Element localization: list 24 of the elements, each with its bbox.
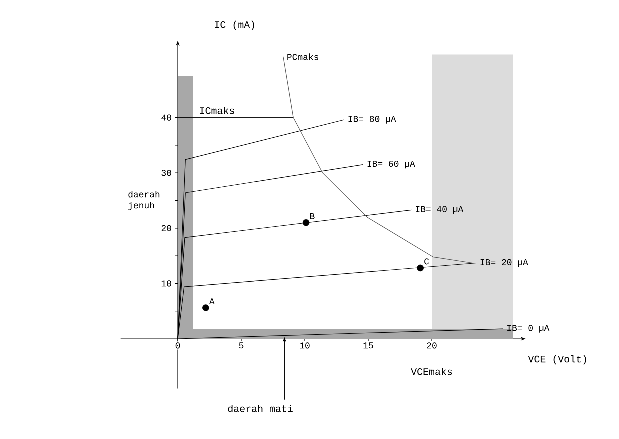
series-label: IB= 20 µA [480, 259, 528, 268]
series-label: B [310, 213, 315, 220]
ref-line-label: ICmaks [200, 106, 234, 114]
x-tick-label: 10 [300, 342, 310, 349]
series-label: A [209, 298, 215, 305]
y-tick-label: 20 [162, 225, 172, 232]
y-tick-label: 30 [162, 170, 172, 176]
x-tick-label: 15 [364, 342, 374, 349]
x-tick-label: 5 [239, 342, 244, 349]
band-label: VCEmaks [411, 368, 452, 376]
series-label: PCmaks [288, 54, 318, 60]
series-label: IB= 0 µA [508, 325, 550, 333]
x-tick-label: 0 [176, 342, 180, 349]
y-axis-title: IC (mA) [215, 20, 254, 30]
band-label: daerah jenuh [128, 191, 160, 210]
x-axis-title: VCE (Volt) [528, 355, 586, 365]
series-label: C [424, 258, 430, 265]
y-tick-label: 10 [162, 280, 172, 287]
y-tick-label: 40 [162, 114, 172, 121]
x-tick-label: 20 [427, 342, 437, 349]
series-label: IB= 80 µA [348, 116, 396, 124]
series-label: IB= 40 µA [416, 206, 464, 214]
series-label: IB= 60 µA [368, 160, 416, 169]
band-label: daerah mati [228, 405, 293, 412]
